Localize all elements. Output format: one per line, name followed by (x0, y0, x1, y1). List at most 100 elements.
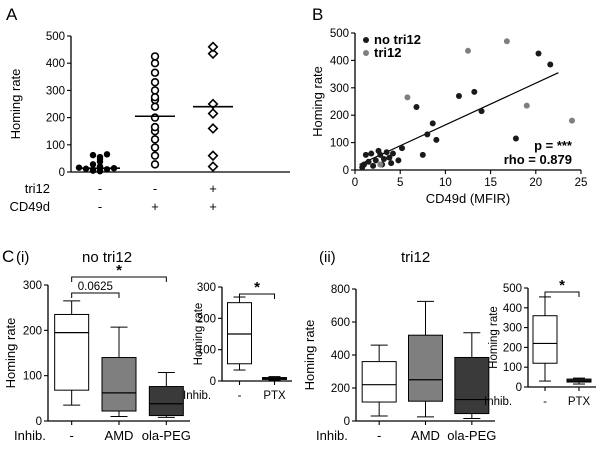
panel-b-point-no-tri12 (478, 108, 485, 115)
panel-b-point-tri12 (465, 47, 471, 54)
panel-label-c-ii: (ii) (319, 249, 336, 266)
panel-c-ii-inset-category-label: - (543, 396, 547, 408)
panel-b-legend-marker (363, 50, 369, 56)
panel-b-legend-label: no tri12 (374, 32, 421, 47)
panel-c-i-category-label: AMD (105, 428, 134, 443)
panel-b-x-tick-label: 10 (439, 177, 452, 189)
panel-c-ii-y-tick-label: 200 (331, 383, 350, 395)
panel-a-y-tick-label: 400 (46, 58, 65, 70)
panel-a-row-label-tri12: tri12 (25, 181, 50, 196)
panel-b-x-tick-label: 20 (529, 177, 542, 189)
panel-a-point (89, 151, 97, 159)
panel-c-ii-category-label: ola-PEG (447, 428, 496, 443)
panel-a-point (150, 52, 160, 61)
panel-c-i-inset-y-tick-label: 300 (197, 282, 216, 294)
panel-c-ii-inset-y-tick-label: 500 (503, 283, 522, 295)
panel-c-ii-category-label: AMD (411, 428, 440, 443)
panel-c-i-box (148, 386, 184, 417)
panel-b-x-tick-label: 5 (397, 177, 403, 189)
panel-c-ii-inhib-label: Inhib. (316, 428, 348, 443)
panel-c-ii-category-label: - (377, 428, 381, 443)
panel-c-i-chart: 0 100 200 300 Homing rate Inhib. - AMD ola-PEG no… (3, 249, 191, 443)
panel-b-x-tick-label: 0 (352, 177, 358, 189)
panel-a-point (207, 108, 219, 119)
panel-b-regression-line (359, 72, 559, 166)
panel-c-i-significance-label: 0.0625 (78, 281, 113, 293)
panel-a-tri12-value: - (98, 181, 102, 196)
panel-b-y-tick-label: 0 (343, 165, 349, 177)
panel-b-point-no-tri12 (370, 162, 377, 169)
panel-b-point-no-tri12 (386, 154, 393, 161)
panel-a-point (75, 164, 83, 171)
panel-c-i-inset-significance-bracket (239, 293, 275, 299)
panel-c-i-inset-significance-label: * (254, 279, 260, 296)
panel-a-y-tick-label: 300 (46, 85, 65, 97)
panel-a-y-tick-label: 0 (59, 167, 65, 179)
panel-label-b: B (312, 5, 323, 24)
panel-a-y-tick-label: 100 (46, 140, 65, 152)
panel-c-i-significance-bracket (71, 292, 120, 298)
panel-c-i-significance-label: * (116, 262, 122, 279)
panel-a-point (89, 161, 97, 168)
panel-a-point (150, 86, 160, 95)
panel-b-point-no-tri12 (429, 120, 436, 127)
panel-a-row-label-cd49d: CD49d (10, 199, 50, 214)
panel-c-i-box (101, 357, 137, 412)
panel-b-point-tri12 (404, 94, 411, 101)
panel-c-ii-y-tick-label: 600 (331, 317, 350, 329)
panel-a-tri12-value: - (153, 181, 157, 196)
panel-a-point (207, 48, 219, 60)
panel-a-point (103, 166, 111, 173)
panel-c-ii-box (408, 334, 443, 402)
panel-c-i-inset-y-tick-label: 100 (197, 345, 216, 357)
panel-b-point-no-tri12 (413, 103, 420, 110)
panel-b-x-axis-title: CD49d (MFIR) (426, 191, 511, 206)
panel-c-ii-box (361, 361, 397, 403)
panel-a-point (150, 92, 160, 102)
panel-c-i-box (54, 313, 90, 391)
panel-label-c-i: (i) (16, 249, 29, 266)
panel-c-ii-inset-significance-bracket (544, 291, 580, 297)
panel-b-point-no-tri12 (433, 136, 440, 143)
panel-c-ii-inset-y-tick-label: 100 (503, 362, 522, 374)
panel-label-a: A (6, 5, 18, 24)
panel-c-ii-inset-y-axis-title: Homing rate (488, 306, 500, 369)
panel-b-legend-marker (363, 37, 369, 43)
panel-b-point-no-tri12 (471, 88, 478, 95)
panel-a-point (150, 122, 160, 132)
panel-c-ii-inset-y-tick-label: 300 (503, 323, 522, 335)
panel-c-ii-inset-y-tick-label: 400 (503, 303, 522, 315)
panel-c-i-inset-category-label: - (238, 390, 242, 402)
panel-a-point (150, 160, 160, 169)
panel-a-y-axis-title: Homing rate (8, 69, 23, 140)
panel-c-i-category-label: - (69, 428, 73, 443)
panel-b-point-no-tri12 (361, 161, 368, 168)
panel-a-point (207, 41, 219, 53)
panel-b-point-no-tri12 (383, 149, 390, 156)
panel-b-point-no-tri12 (395, 157, 402, 164)
panel-a-point (207, 123, 219, 134)
panel-b-point-no-tri12 (365, 158, 372, 165)
panel-c-ii-inset-y-tick-label: 200 (503, 342, 522, 354)
panel-c-ii-inset-category-label: PTX (568, 396, 591, 408)
panel-c-ii-y-tick-label: 0 (344, 416, 350, 428)
panel-b-point-tri12 (568, 117, 575, 124)
panel-a-point (150, 78, 160, 87)
panel-c-i-y-tick-label: 300 (23, 280, 42, 292)
panel-b-point-no-tri12 (377, 151, 384, 158)
panel-b-legend-label: tri12 (374, 45, 401, 60)
panel-b-point-no-tri12 (380, 156, 387, 163)
panel-a-y-tick-label: 200 (46, 113, 65, 125)
panel-c-i-title: no tri12 (82, 249, 132, 266)
panel-label-c: C (2, 247, 14, 266)
panel-a-cd49d-value: - (98, 199, 102, 214)
panel-c-i-y-tick-label: 0 (36, 416, 42, 428)
panel-b-point-no-tri12 (512, 135, 519, 142)
panel-c-i-inset-y-axis-title: Homing rate (193, 303, 205, 366)
panel-b-point-no-tri12 (455, 93, 462, 100)
panel-b-y-tick-label: 500 (330, 28, 349, 40)
panel-a-y-tick-label: 500 (46, 31, 65, 43)
panel-b-y-tick-label: 400 (330, 55, 349, 67)
panel-b-point-no-tri12 (535, 50, 542, 57)
